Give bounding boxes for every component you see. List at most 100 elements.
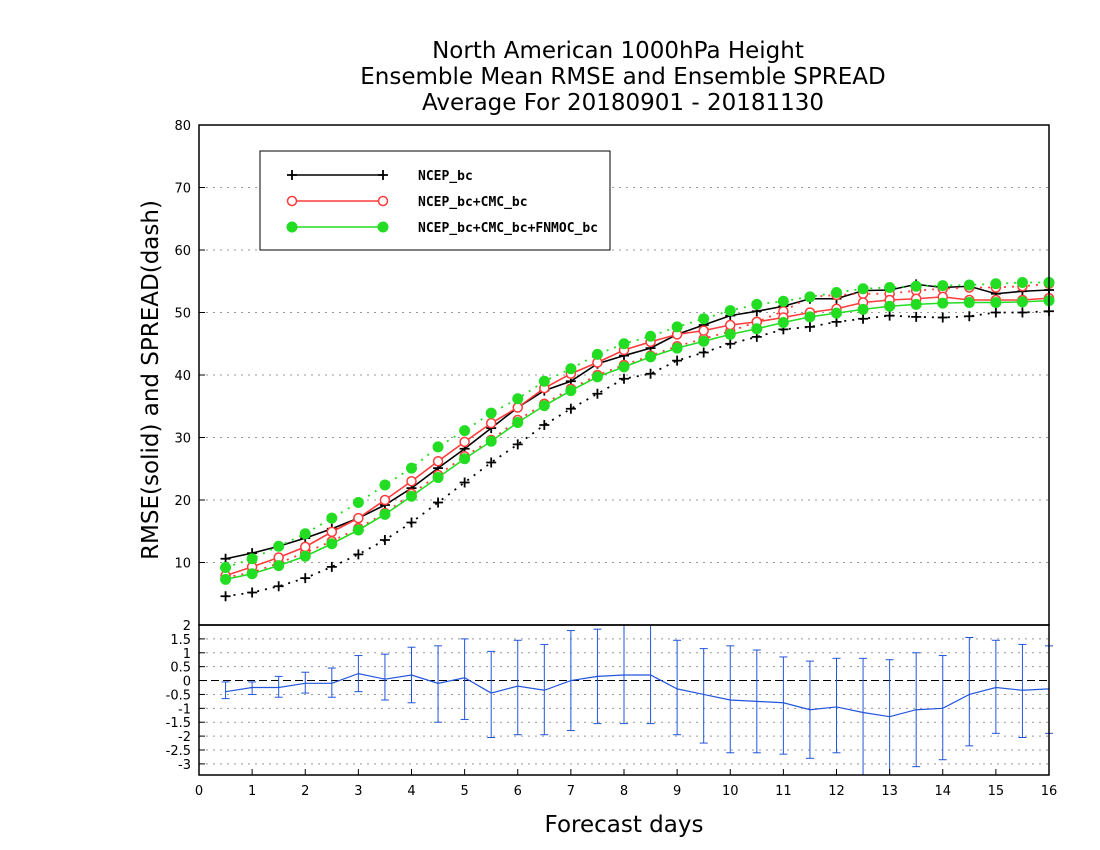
rmse-line [225, 299, 1050, 581]
plus-marker [645, 368, 656, 379]
x-tick-label: 11 [775, 784, 792, 799]
filled-circle-marker [220, 573, 232, 585]
x-tick-label: 14 [934, 784, 951, 799]
filled-circle-marker [459, 425, 471, 437]
filled-circle-marker [432, 472, 444, 483]
difference-layer [221, 624, 1053, 776]
y-tick-label: 50 [174, 307, 191, 322]
plus-marker [300, 573, 311, 584]
filled-circle-marker [512, 417, 524, 428]
filled-circle-marker [379, 508, 391, 520]
filled-circle-marker [352, 524, 364, 536]
filled-circle-marker [538, 400, 550, 412]
x-axis-label: Forecast days [545, 812, 704, 838]
filled-circle-marker [804, 311, 816, 323]
filled-circle-marker [884, 282, 896, 293]
filled-circle-marker [485, 435, 497, 447]
filled-circle-marker [963, 279, 975, 291]
plus-marker [990, 307, 1001, 318]
y-tick-label: -0.5 [166, 688, 191, 703]
filled-circle-marker [751, 323, 763, 335]
difference-line [225, 672, 1050, 718]
filled-circle-marker [591, 348, 603, 360]
filled-circle-marker [963, 297, 975, 308]
filled-circle-marker [565, 363, 577, 375]
filled-circle-marker [618, 338, 630, 350]
filled-circle-marker [273, 560, 285, 572]
plus-marker [1017, 307, 1028, 318]
plus-marker [804, 321, 815, 332]
series-filled-circle [220, 277, 1055, 585]
filled-circle-marker [618, 361, 630, 373]
filled-circle-marker [910, 280, 922, 292]
plus-marker [486, 457, 497, 468]
y-tick-label: 30 [174, 432, 191, 447]
filled-circle-marker [246, 568, 258, 580]
filled-circle-marker [857, 283, 869, 295]
x-tick-label: 16 [1041, 784, 1058, 799]
legend-label: NCEP_bc+CMC_bc [418, 195, 528, 210]
bottom-gridlines [199, 638, 1049, 765]
spread-line [225, 282, 1050, 579]
legend-label: NCEP_bc+CMC_bc+FNMOC_bc [418, 221, 598, 236]
plus-marker [619, 373, 629, 384]
rmse-line [225, 296, 1050, 577]
chart-title-line-1: North American 1000hPa Height [432, 38, 804, 64]
series-layer [220, 277, 1055, 602]
filled-circle-marker [299, 528, 311, 540]
chart-title-line-3: Average For 20180901 - 20181130 [422, 90, 824, 116]
y-tick-label: 1 [183, 647, 191, 662]
filled-circle-marker [326, 512, 338, 524]
x-tick-label: 12 [828, 784, 845, 799]
legend-label: NCEP_bc [418, 169, 473, 184]
x-tick-label: 15 [988, 784, 1005, 799]
plus-marker [565, 403, 576, 414]
filled-circle-marker [751, 298, 763, 310]
y-tick-label: -2 [178, 730, 191, 745]
legend: NCEP_bc NCEP_bc+CMC_bc NCEP_bc+CMC_bc+FNMO… [259, 150, 611, 251]
filled-circle-marker [724, 328, 736, 340]
x-tick-label: 1 [248, 784, 256, 799]
open-circle-marker [300, 541, 311, 553]
spread-line [225, 310, 1050, 598]
bottom-y-axis-ticks: 21.510.50-0.5-1-1.5-2-2.5-3 [166, 619, 205, 773]
y-tick-label: 70 [174, 182, 191, 197]
y-axis-label: RMSE(solid) and SPREAD(dash) [138, 200, 164, 560]
open-circle-marker [406, 476, 417, 487]
filled-circle-marker [671, 321, 683, 333]
plus-marker [964, 311, 975, 322]
plus-marker [884, 310, 895, 321]
filled-circle-marker [591, 371, 603, 383]
filled-circle-marker [565, 385, 577, 397]
filled-circle-marker [777, 317, 789, 328]
x-tick-label: 3 [354, 784, 362, 799]
x-tick-label: 10 [722, 784, 739, 799]
plus-marker [512, 439, 523, 450]
x-tick-label: 5 [460, 784, 468, 799]
y-tick-label: -1.5 [166, 716, 191, 731]
filled-circle-marker [246, 553, 258, 565]
filled-circle-marker [698, 313, 710, 325]
filled-circle-marker [645, 330, 657, 342]
plus-marker [406, 517, 417, 528]
x-axis-ticks: 0 1 2 3 4 5 6 7 8 9 10 11 12 13 14 15 16 [195, 769, 1057, 799]
filled-circle-marker [698, 335, 710, 347]
filled-circle-marker [937, 297, 949, 309]
plus-marker [433, 497, 444, 508]
y-tick-label: -1 [178, 702, 191, 717]
open-circle-marker [698, 325, 709, 336]
filled-circle-marker [273, 540, 285, 552]
y-tick-label: 10 [174, 557, 191, 572]
y-tick-label: 1.5 [170, 633, 191, 648]
filled-circle-marker [485, 407, 497, 419]
filled-circle-marker [857, 303, 869, 315]
filled-circle-marker [220, 562, 232, 573]
filled-circle-marker [884, 300, 896, 312]
filled-circle-marker [538, 375, 550, 387]
filled-circle-marker [1016, 296, 1028, 308]
x-tick-label: 9 [673, 784, 681, 799]
y-tick-label: 0.5 [170, 661, 191, 676]
filled-circle-marker [286, 221, 298, 233]
filled-circle-marker [831, 287, 842, 298]
